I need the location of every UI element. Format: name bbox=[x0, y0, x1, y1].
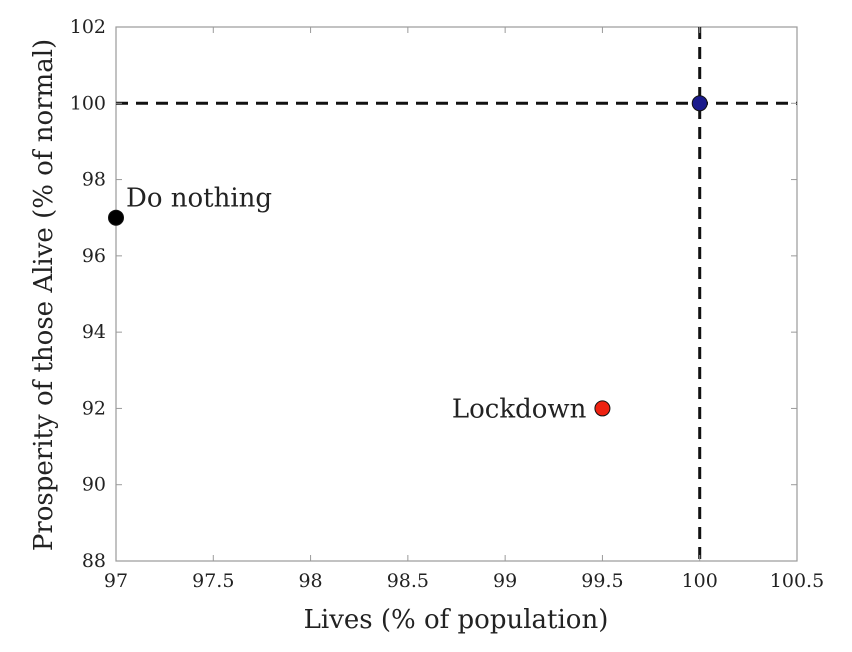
x-tick-label: 99 bbox=[493, 570, 517, 592]
x-tick-label: 100 bbox=[682, 570, 718, 592]
y-tick-label: 100 bbox=[70, 92, 106, 114]
x-tick-label: 99.5 bbox=[581, 570, 623, 592]
x-tick-label: 98 bbox=[298, 570, 322, 592]
y-tick-label: 98 bbox=[82, 169, 106, 191]
axis-ticks: 97 97.5 98 98.5 99 99.5 100 100.5 88 90 92 94 96 98 10… bbox=[70, 16, 824, 592]
y-tick-label: 94 bbox=[82, 321, 106, 343]
x-axis-title: Lives (% of population) bbox=[304, 605, 609, 635]
data-points bbox=[108, 95, 708, 417]
x-tick-label: 100.5 bbox=[770, 570, 824, 592]
do-nothing-point bbox=[108, 209, 124, 226]
point-labels: Do nothing Lockdown bbox=[126, 184, 587, 425]
reference-lines bbox=[116, 27, 797, 561]
x-tick-label: 97.5 bbox=[192, 570, 234, 592]
plot-area bbox=[115, 26, 798, 562]
y-tick-label: 88 bbox=[82, 550, 106, 572]
y-tick-label: 96 bbox=[82, 245, 106, 267]
lockdown-label: Lockdown bbox=[452, 394, 587, 424]
y-tick-label: 102 bbox=[70, 16, 106, 38]
x-tick-label: 98.5 bbox=[387, 570, 429, 592]
do-nothing-label: Do nothing bbox=[126, 184, 272, 214]
lockdown-point bbox=[594, 400, 611, 417]
x-tick-label: 97 bbox=[104, 570, 128, 592]
y-tick-label: 92 bbox=[82, 397, 106, 419]
y-axis-title: Prosperity of those Alive (% of normal) bbox=[29, 39, 59, 551]
y-tick-label: 90 bbox=[82, 474, 106, 496]
ideal-point bbox=[691, 95, 708, 112]
